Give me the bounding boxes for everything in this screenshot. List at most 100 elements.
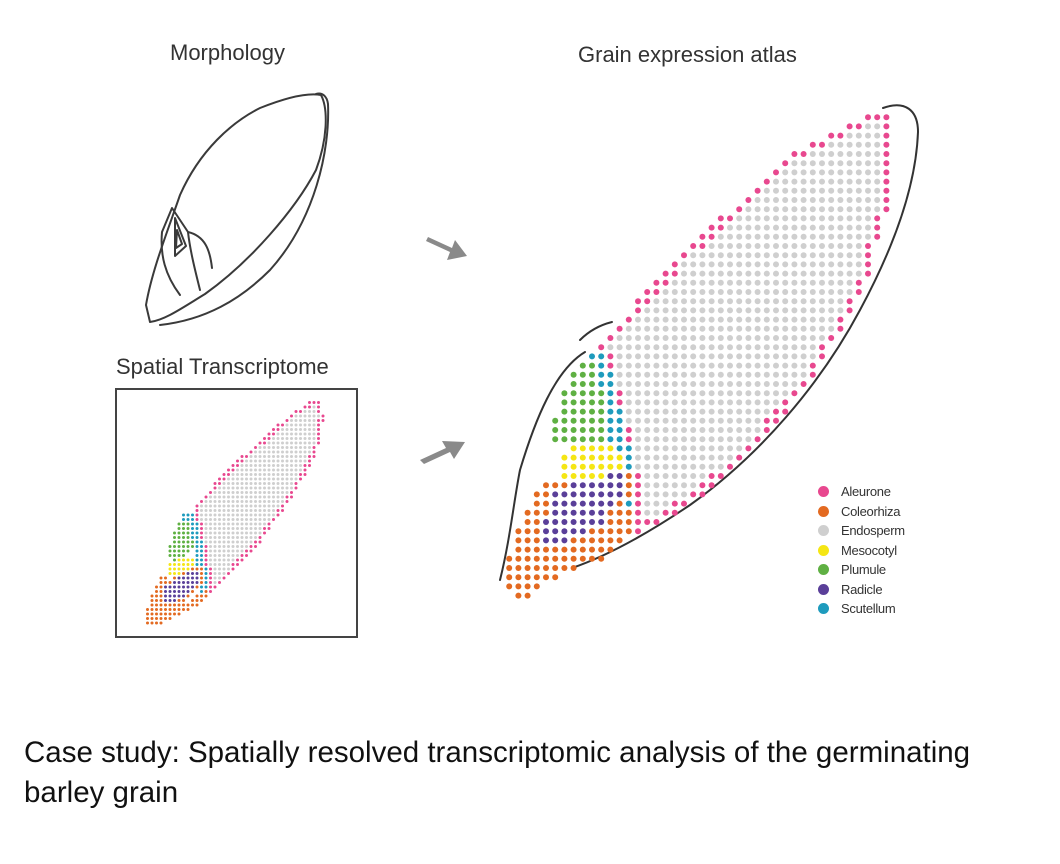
mesocotyl-spot xyxy=(191,558,194,562)
endosperm-spot xyxy=(800,224,807,231)
endosperm-spot xyxy=(837,243,844,249)
endosperm-spot xyxy=(837,187,844,194)
scutellum-spot xyxy=(204,572,208,575)
endosperm-spot xyxy=(245,522,248,526)
endosperm-spot xyxy=(263,491,266,494)
scutellum-swatch xyxy=(818,603,829,615)
mesocotyl-spot xyxy=(598,473,605,479)
endosperm-spot xyxy=(717,335,724,341)
coleorhiza-spot xyxy=(159,612,163,616)
endosperm-spot xyxy=(865,151,871,157)
endosperm-spot xyxy=(290,450,293,454)
endosperm-spot xyxy=(272,491,275,494)
endosperm-spot xyxy=(227,558,230,562)
radicle-spot xyxy=(579,491,586,498)
coleorhiza-spot xyxy=(533,491,540,498)
endosperm-spot xyxy=(736,445,743,452)
coleorhiza-spot xyxy=(533,500,540,507)
endosperm-spot xyxy=(846,279,853,286)
endosperm-spot xyxy=(644,381,651,387)
coleorhiza-spot xyxy=(168,612,172,616)
endosperm-spot xyxy=(249,504,253,508)
aleurone-spot xyxy=(754,187,761,194)
plumule-spot xyxy=(177,536,181,539)
scutellum-spot xyxy=(607,408,614,415)
mesocotyl-spot xyxy=(182,567,185,571)
endosperm-spot xyxy=(745,307,752,314)
endosperm-spot xyxy=(218,540,221,544)
aleurone-spot xyxy=(290,491,293,494)
endosperm-spot xyxy=(819,243,825,249)
endosperm-spot xyxy=(285,486,289,490)
endosperm-spot xyxy=(218,504,221,508)
aleurone-spot xyxy=(222,576,226,580)
endosperm-spot xyxy=(249,536,253,539)
coleorhiza-spot xyxy=(589,555,595,562)
coleorhiza-spot xyxy=(173,608,176,611)
endosperm-spot xyxy=(717,289,724,295)
aleurone-spot xyxy=(635,307,641,314)
aleurone-spot xyxy=(267,432,271,436)
mesocotyl-spot xyxy=(589,445,595,452)
aleurone-spot xyxy=(616,399,623,406)
endosperm-spot xyxy=(227,482,230,485)
endosperm-spot xyxy=(263,459,266,463)
endosperm-spot xyxy=(258,522,262,526)
endosperm-spot xyxy=(231,513,235,517)
endosperm-spot xyxy=(763,335,770,341)
endosperm-spot xyxy=(671,307,678,314)
endosperm-spot xyxy=(763,408,770,415)
plumule-spot xyxy=(186,536,190,539)
radicle-spot xyxy=(607,491,614,498)
radicle-spot xyxy=(164,585,167,589)
endosperm-spot xyxy=(272,495,275,499)
endosperm-spot xyxy=(644,463,651,470)
endosperm-spot xyxy=(699,307,706,314)
endosperm-spot xyxy=(681,399,687,406)
radicle-spot xyxy=(616,473,623,479)
aleurone-spot xyxy=(249,450,253,454)
endosperm-spot xyxy=(240,540,244,544)
endosperm-spot xyxy=(204,527,208,530)
coleorhiza-spot xyxy=(191,567,194,571)
endosperm-spot xyxy=(727,436,733,443)
endosperm-spot xyxy=(245,531,248,535)
aleurone-spot xyxy=(855,289,862,295)
coleorhiza-spot xyxy=(515,528,522,535)
endosperm-spot xyxy=(865,197,871,203)
coleorhiza-spot xyxy=(570,555,577,562)
endosperm-spot xyxy=(644,408,651,415)
endosperm-spot xyxy=(782,252,789,259)
endosperm-spot xyxy=(254,509,257,512)
mesocotyl-spot xyxy=(177,567,181,571)
aleurone-spot xyxy=(809,141,816,148)
legend-item-endosperm: Endosperm xyxy=(818,521,905,541)
endosperm-spot xyxy=(791,252,798,259)
coleorhiza-spot xyxy=(150,621,154,625)
aleurone-spot xyxy=(263,441,266,445)
endosperm-spot xyxy=(773,187,779,194)
coleorhiza-spot xyxy=(146,608,149,611)
endosperm-spot xyxy=(616,362,623,369)
endosperm-spot xyxy=(254,531,257,535)
endosperm-spot xyxy=(285,450,289,454)
endosperm-spot xyxy=(218,563,221,566)
endosperm-spot xyxy=(258,495,262,499)
atlas-dot-map xyxy=(506,114,890,599)
endosperm-spot xyxy=(209,518,212,521)
aleurone-spot xyxy=(717,473,724,479)
endosperm-spot xyxy=(754,233,761,240)
aleurone-spot xyxy=(625,316,632,323)
endosperm-spot xyxy=(258,446,262,449)
endosperm-spot xyxy=(272,509,275,512)
mesocotyl-spot xyxy=(570,454,577,461)
endosperm-spot xyxy=(299,468,302,472)
endosperm-spot xyxy=(828,206,835,213)
endosperm-spot xyxy=(285,491,289,494)
endosperm-spot xyxy=(616,344,623,351)
endosperm-spot xyxy=(754,353,761,360)
scutellum-spot xyxy=(625,454,632,461)
endosperm-spot xyxy=(240,473,244,476)
endosperm-spot xyxy=(294,459,298,463)
radicle-spot xyxy=(182,581,185,584)
